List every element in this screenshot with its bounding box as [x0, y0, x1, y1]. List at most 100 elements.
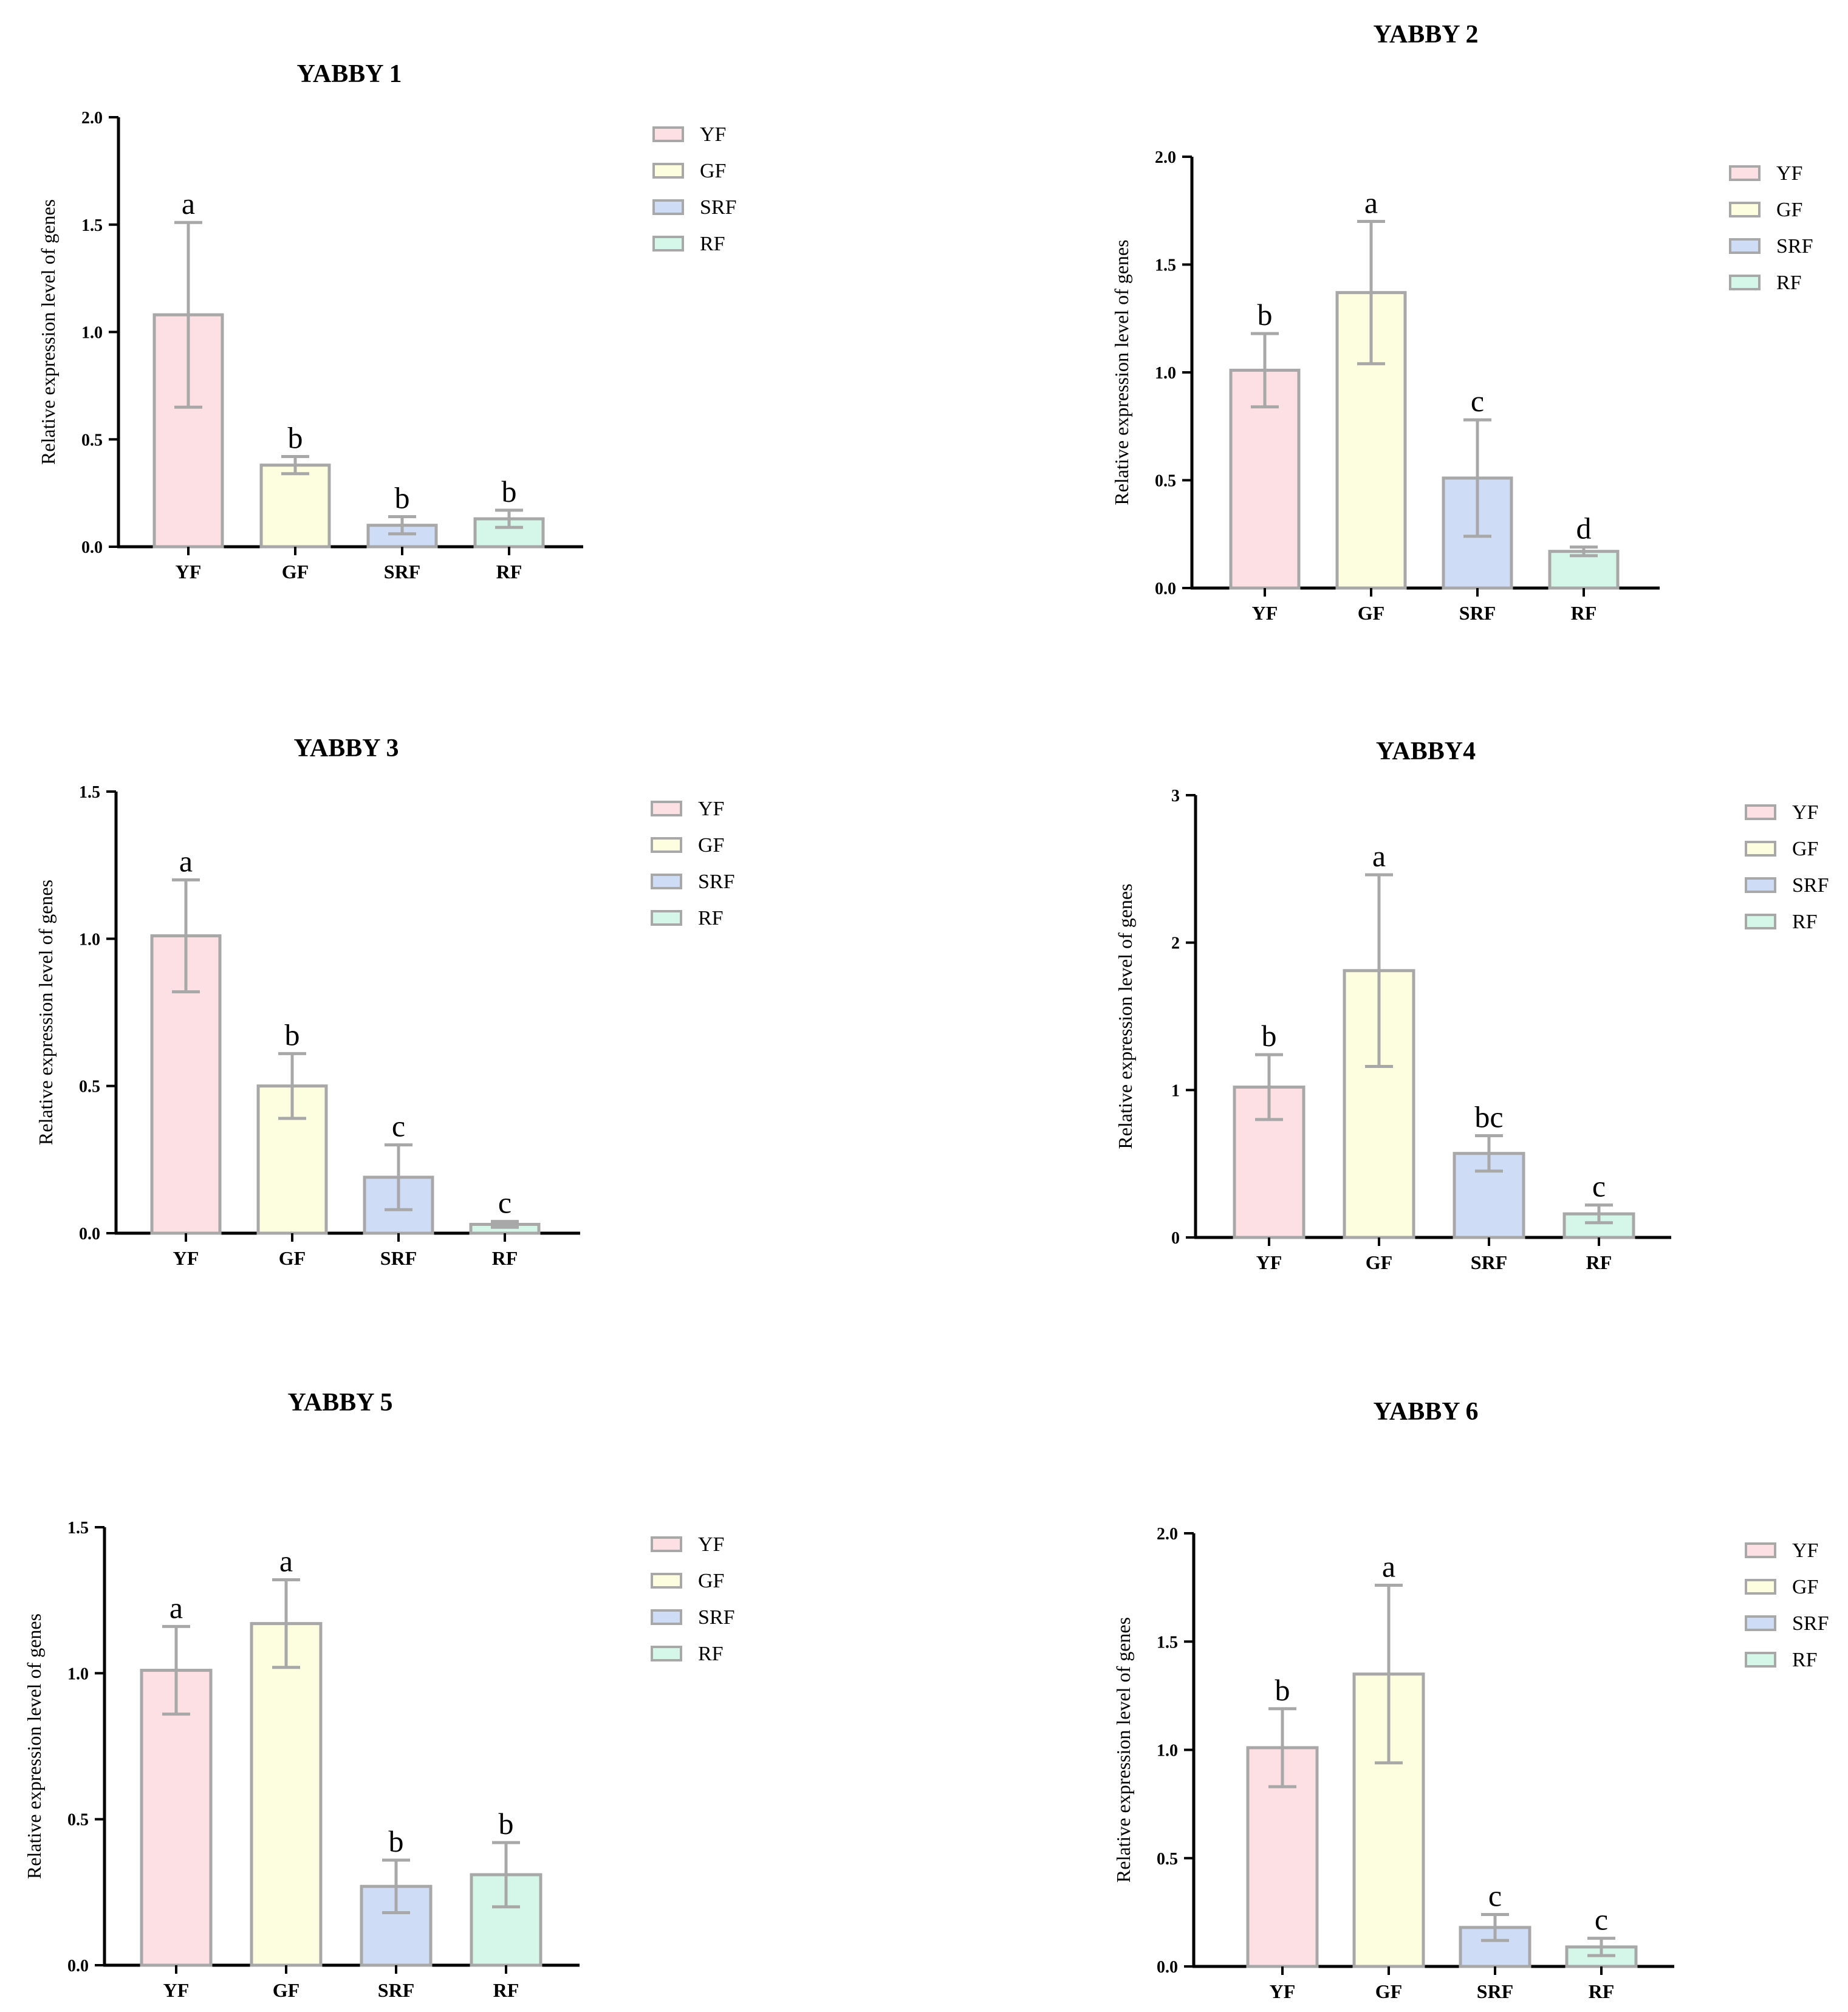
bar-gf — [250, 1622, 323, 1967]
significance-letter: c — [1595, 1903, 1608, 1937]
y-axis-label: Relative expression level of genes — [1111, 239, 1132, 505]
x-tick-label: GF — [1358, 602, 1384, 624]
x-tick-label: YF — [1252, 602, 1278, 624]
significance-letter: d — [1576, 512, 1592, 546]
y-tick-label: 2.0 — [1157, 1525, 1178, 1544]
legend-swatch-rf — [651, 910, 682, 926]
x-tick-label: SRF — [1471, 1251, 1507, 1273]
legend-label: SRF — [698, 871, 735, 893]
x-tick-label: SRF — [1477, 1980, 1513, 2002]
x-tick-label: YF — [1256, 1251, 1282, 1273]
y-tick-label: 0.5 — [1157, 1850, 1178, 1869]
significance-letter: b — [1258, 298, 1273, 332]
chart-title: YABBY 2 — [1373, 21, 1478, 49]
x-tick-label: RF — [496, 561, 522, 583]
x-tick-label: YF — [163, 1979, 190, 2001]
y-axis-label: Relative expression level of genes — [37, 199, 59, 465]
y-tick-label: 1.0 — [67, 1665, 89, 1683]
y-tick-label: 0 — [1171, 1229, 1180, 1248]
y-tick-label: 0.5 — [1155, 472, 1176, 491]
legend-swatch-gf — [1729, 202, 1761, 217]
legend-swatch-rf — [651, 1646, 682, 1661]
legend-swatch-rf — [1745, 1652, 1776, 1668]
y-tick-label: 1.5 — [67, 1519, 89, 1538]
x-tick-label: YF — [176, 561, 202, 583]
legend-label: SRF — [698, 1606, 735, 1629]
legend-swatch-srf — [1729, 238, 1761, 254]
x-tick-label: SRF — [380, 1247, 417, 1269]
legend-label: RF — [698, 907, 724, 929]
y-tick-label: 0.0 — [67, 1957, 89, 1976]
y-tick-label: 0.0 — [1157, 1958, 1178, 1977]
legend-label: GF — [700, 160, 726, 182]
significance-letter: b — [285, 1018, 300, 1052]
significance-letter: bc — [1474, 1100, 1503, 1134]
y-tick-label: 1.0 — [79, 930, 100, 949]
legend-swatch-srf — [1745, 877, 1776, 893]
significance-letter: a — [182, 186, 195, 221]
significance-letter: b — [288, 421, 303, 455]
y-tick-label: 0.0 — [79, 1225, 100, 1244]
x-tick-label: RF — [492, 1247, 518, 1269]
significance-letter: c — [392, 1109, 405, 1143]
y-tick-label: 1.5 — [1157, 1633, 1178, 1652]
y-tick-label: 2.0 — [1155, 148, 1176, 167]
y-tick-label: 1.0 — [1157, 1742, 1178, 1760]
x-tick-label: RF — [1589, 1980, 1615, 2002]
legend-label: SRF — [1776, 235, 1813, 258]
legend-label: YF — [700, 123, 726, 146]
x-tick-label: YF — [173, 1247, 199, 1269]
x-tick-label: GF — [1366, 1251, 1392, 1273]
significance-letter: a — [169, 1590, 183, 1624]
legend-swatch-gf — [651, 837, 682, 853]
y-axis-label: Relative expression level of genes — [1112, 1617, 1134, 1883]
y-tick-label: 1.0 — [1155, 364, 1176, 383]
y-tick-label: 0.5 — [67, 1811, 89, 1830]
legend-swatch-srf — [1745, 1615, 1776, 1631]
x-tick-label: RF — [493, 1979, 519, 2001]
significance-letter: a — [279, 1544, 293, 1578]
x-tick-label: GF — [1375, 1980, 1402, 2002]
chart-panel: YABBY 6 Relative expression level of gene… — [1112, 1398, 1829, 2002]
legend-label: RF — [1776, 272, 1802, 294]
chart-title: YABBY 6 — [1373, 1398, 1478, 1426]
x-tick-label: GF — [279, 1247, 306, 1269]
legend-swatch-gf — [1745, 1579, 1776, 1595]
legend-label: SRF — [1792, 1612, 1829, 1635]
y-tick-label: 0.0 — [1155, 580, 1176, 598]
chart-title: YABBY 1 — [296, 60, 402, 88]
significance-letter: c — [1488, 1878, 1502, 1912]
significance-letter: b — [499, 1807, 514, 1841]
significance-letter: b — [1275, 1673, 1290, 1707]
legend-label: GF — [1776, 199, 1802, 221]
chart-panel: YABBY 3 Relative expression level of gene… — [35, 734, 735, 1269]
legend-label: RF — [1792, 911, 1818, 933]
legend-swatch-yf — [651, 801, 682, 816]
legend-label: GF — [1792, 838, 1818, 860]
y-tick-label: 2.0 — [81, 109, 103, 128]
legend-swatch-yf — [1745, 1542, 1776, 1558]
chart-panel: YABBY 1 Relative expression level of gene… — [37, 60, 737, 583]
y-tick-label: 1 — [1171, 1081, 1180, 1100]
significance-letter: a — [1382, 1550, 1395, 1584]
legend-swatch-gf — [1745, 841, 1776, 857]
legend-swatch-rf — [1745, 914, 1776, 929]
chart-title: YABBY 5 — [287, 1389, 392, 1417]
y-tick-label: 1.5 — [81, 216, 103, 235]
legend-swatch-gf — [651, 1573, 682, 1589]
x-tick-label: SRF — [1459, 602, 1496, 624]
y-tick-label: 0.0 — [81, 538, 103, 557]
chart-title: YABBY4 — [1376, 737, 1476, 765]
chart-panel: YABBY 2 Relative expression level of gene… — [1111, 21, 1813, 624]
legend-label: SRF — [1792, 874, 1829, 897]
y-tick-label: 1.5 — [1155, 256, 1176, 275]
legend-swatch-yf — [651, 1536, 682, 1552]
legend-swatch-rf — [1729, 275, 1761, 290]
y-axis-label: Relative expression level of genes — [35, 880, 56, 1145]
y-axis-label: Relative expression level of genes — [23, 1613, 45, 1879]
legend-label: YF — [698, 798, 724, 820]
significance-letter: b — [389, 1824, 404, 1858]
legend-label: RF — [1792, 1649, 1818, 1671]
significance-letter: b — [395, 481, 410, 515]
significance-letter: a — [179, 844, 193, 878]
